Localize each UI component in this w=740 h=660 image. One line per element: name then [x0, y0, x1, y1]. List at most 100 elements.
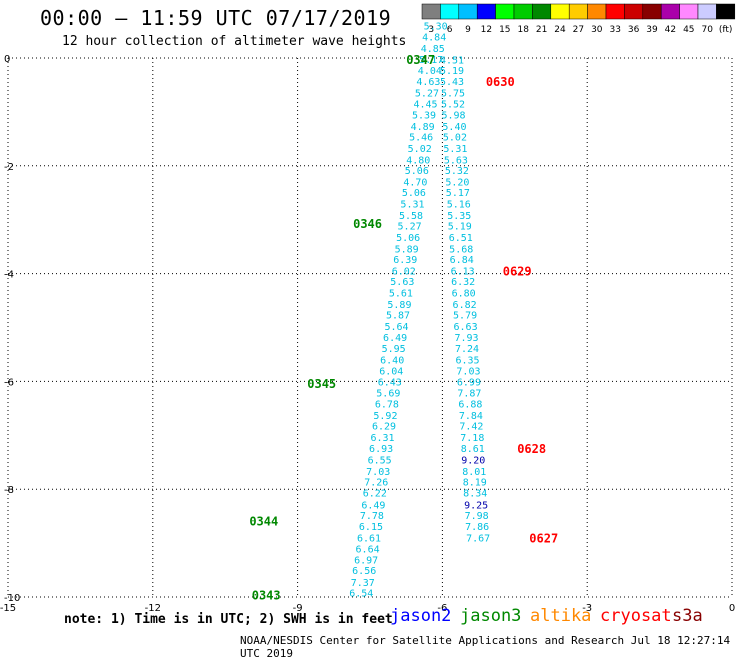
wave-height-point: 6.49	[383, 333, 407, 344]
track-time-label: 0344	[249, 514, 278, 528]
color-scale-swatch	[476, 3, 496, 20]
wave-height-point: 5.02	[443, 133, 467, 144]
footer-note: note: 1) Time is in UTC; 2) SWH is in fe…	[64, 612, 393, 627]
wave-height-point: 6.56	[352, 566, 376, 577]
legend-cryosat: cryosat	[600, 606, 672, 626]
wave-height-point: 6.80	[452, 288, 476, 299]
track-time-label: 0627	[529, 532, 558, 546]
chart-title: 00:00 – 11:59 UTC 07/17/2019	[40, 6, 392, 30]
wave-height-point: 5.92	[373, 411, 397, 422]
wave-height-point: 7.86	[465, 522, 489, 533]
wave-height-point: 6.88	[458, 399, 482, 410]
track-time-label: 0347	[406, 53, 435, 67]
x-tick-label: 0	[729, 603, 735, 614]
color-scale-label: 9	[465, 25, 471, 35]
wave-height-point: 5.02	[408, 144, 432, 155]
color-scale-label: 24	[554, 25, 566, 35]
wave-height-point: 6.82	[453, 300, 477, 311]
wave-height-point: 5.89	[387, 300, 411, 311]
wave-height-point: 5.31	[400, 200, 424, 211]
wave-height-point: 4.63	[416, 77, 440, 88]
wave-height-point: 6.55	[368, 456, 392, 467]
legend-jason3: jason3	[460, 606, 522, 626]
track-time-label: 0345	[307, 377, 336, 391]
wave-height-point: 5.43	[440, 77, 464, 88]
wave-height-point: 5.35	[447, 211, 471, 222]
legend-altika: altika	[530, 606, 592, 626]
wave-height-point: 6.32	[451, 277, 475, 288]
wave-height-point: 4.89	[411, 122, 435, 133]
color-scale-label: 45	[683, 25, 694, 35]
footer-credit: NOAA/NESDIS Center for Satellite Applica…	[240, 634, 731, 660]
wave-height-point: 4.84	[422, 32, 446, 43]
wave-height-point: 5.06	[396, 233, 420, 244]
wave-height-point: 7.03	[456, 367, 480, 378]
wave-height-point: 5.30	[424, 22, 448, 33]
wave-height-point: 7.26	[364, 478, 388, 489]
wave-height-point: 5.46	[409, 133, 433, 144]
color-scale-swatch	[660, 3, 680, 20]
color-scale-swatch	[550, 3, 570, 20]
wave-height-point: 8.61	[461, 444, 485, 455]
track-time-label: 0629	[503, 264, 532, 278]
x-tick-label: -15	[0, 603, 16, 614]
wave-height-point: 9.25	[464, 500, 488, 511]
wave-height-point: 5.87	[386, 311, 410, 322]
wave-height-point: 5.19	[440, 66, 464, 77]
wave-height-point: 6.49	[361, 500, 385, 511]
y-tick-label: -8	[4, 485, 14, 496]
track-time-label: 0630	[486, 75, 515, 89]
color-scale-swatch	[624, 3, 644, 20]
wave-height-point: 7.78	[360, 511, 384, 522]
wave-height-point: 5.31	[443, 144, 467, 155]
wave-height-point: 5.79	[453, 311, 477, 322]
color-scale-swatch	[605, 3, 625, 20]
wave-height-point: 7.03	[366, 467, 390, 478]
wave-height-point: 5.95	[382, 344, 406, 355]
wave-height-point: 6.97	[354, 555, 378, 566]
wave-height-point: 6.84	[450, 255, 474, 266]
track-time-label: 0343	[252, 588, 281, 602]
y-tick-label: -4	[4, 270, 14, 281]
time-labels: 0343 0344 0345 0346 0347 0630 0629 0628 0627	[249, 53, 558, 602]
wave-height-point: 6.40	[380, 355, 404, 366]
wave-height-point: 4.04	[418, 66, 442, 77]
color-scale-swatch	[440, 3, 460, 20]
wave-height-point: 6.51	[449, 233, 473, 244]
y-tick-label: -10	[4, 593, 20, 604]
wave-height-point: 5.63	[390, 277, 414, 288]
wave-height-point: 7.24	[455, 344, 479, 355]
wave-height-point: 5.40	[442, 122, 466, 133]
legend-s3a: s3a	[672, 606, 703, 626]
wave-height-point: 5.98	[441, 111, 465, 122]
wave-height-point: 7.87	[457, 389, 481, 400]
color-scale-swatch	[679, 3, 699, 20]
wave-height-point: 4.45	[413, 99, 437, 110]
wave-height-point: 5.27	[415, 88, 439, 99]
track-time-label: 0628	[517, 442, 546, 456]
wave-height-point: 6.35	[455, 355, 479, 366]
wave-height-point: 7.67	[466, 534, 490, 545]
legend-jason2: jason2	[390, 606, 452, 626]
color-scale-label: 39	[646, 25, 658, 35]
wave-height-point: 5.63	[444, 155, 468, 166]
chart-axes: -15 -12 -9 -6 -3 0 0 -2 -4 -6 -8 -10	[0, 54, 735, 614]
wave-height-point: 5.20	[445, 177, 469, 188]
wave-height-point: 7.98	[465, 511, 489, 522]
color-scale-swatch	[697, 3, 717, 20]
wave-height-point: 5.64	[384, 322, 408, 333]
wave-height-point: 7.42	[459, 422, 483, 433]
color-scale-swatch	[513, 3, 533, 20]
chart-grid	[7, 57, 733, 598]
color-scale-label: 21	[536, 25, 547, 35]
wave-height-point: 5.17	[419, 55, 443, 66]
y-tick-label: -2	[4, 162, 14, 173]
wave-height-point: 5.32	[445, 166, 469, 177]
track-time-label: 0346	[353, 217, 382, 231]
wave-height-point: 6.78	[375, 399, 399, 410]
wave-height-point: 5.17	[446, 188, 470, 199]
color-scale-swatch	[458, 3, 478, 20]
wave-height-point: 8.34	[463, 488, 487, 499]
x-tick-label: -12	[145, 603, 161, 614]
